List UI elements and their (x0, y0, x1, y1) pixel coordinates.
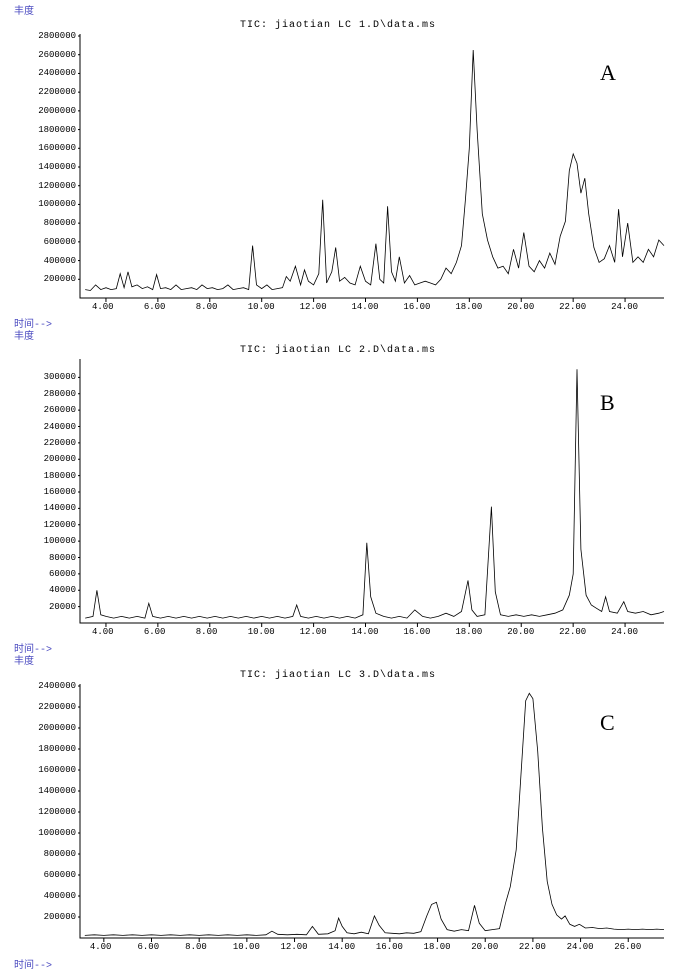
xtick-label: 4.00 (92, 302, 114, 312)
xtick-label: 16.00 (403, 302, 430, 312)
ytick-label: 220000 (44, 438, 76, 448)
xtick-label: 16.00 (376, 942, 403, 952)
ytick-label: 2600000 (38, 50, 76, 60)
xtick-label: 20.00 (471, 942, 498, 952)
xlabel-c: 时间--> (14, 956, 52, 972)
xtick-label: 16.00 (403, 627, 430, 637)
ytick-label: 800000 (44, 218, 76, 228)
ytick-label: 120000 (44, 520, 76, 530)
xtick-label: 22.00 (559, 302, 586, 312)
ytick-label: 1600000 (38, 765, 76, 775)
ylabel-c: 丰度 (14, 652, 34, 668)
xtick-label: 14.00 (328, 942, 355, 952)
ytick-label: 600000 (44, 237, 76, 247)
xtick-label: 4.00 (92, 627, 114, 637)
ytick-label: 1800000 (38, 125, 76, 135)
plot-b (78, 355, 666, 635)
ytick-label: 1800000 (38, 744, 76, 754)
ytick-label: 60000 (49, 569, 76, 579)
ytick-label: 2000000 (38, 106, 76, 116)
xtick-label: 20.00 (507, 302, 534, 312)
ytick-label: 1200000 (38, 807, 76, 817)
xtick-label: 22.00 (559, 627, 586, 637)
xtick-label: 10.00 (233, 942, 260, 952)
ytick-label: 2400000 (38, 681, 76, 691)
ytick-label: 800000 (44, 849, 76, 859)
ytick-label: 280000 (44, 389, 76, 399)
xtick-label: 4.00 (90, 942, 112, 952)
ytick-label: 1400000 (38, 162, 76, 172)
xtick-label: 20.00 (507, 627, 534, 637)
ytick-label: 260000 (44, 405, 76, 415)
ytick-label: 240000 (44, 422, 76, 432)
ytick-label: 1200000 (38, 181, 76, 191)
ytick-label: 40000 (49, 585, 76, 595)
xtick-label: 24.00 (611, 627, 638, 637)
xtick-label: 14.00 (352, 302, 379, 312)
xtick-label: 8.00 (185, 942, 207, 952)
ytick-label: 2200000 (38, 87, 76, 97)
ytick-label: 600000 (44, 870, 76, 880)
ytick-label: 2000000 (38, 723, 76, 733)
xtick-label: 10.00 (248, 627, 275, 637)
ytick-label: 1000000 (38, 828, 76, 838)
xtick-label: 18.00 (455, 302, 482, 312)
xtick-label: 10.00 (248, 302, 275, 312)
ytick-label: 140000 (44, 503, 76, 513)
xtick-label: 18.00 (424, 942, 451, 952)
xtick-label: 12.00 (300, 302, 327, 312)
xtick-label: 24.00 (611, 302, 638, 312)
ytick-label: 400000 (44, 256, 76, 266)
ytick-label: 200000 (44, 274, 76, 284)
ytick-label: 160000 (44, 487, 76, 497)
ytick-label: 200000 (44, 912, 76, 922)
xtick-label: 18.00 (455, 627, 482, 637)
xtick-label: 22.00 (519, 942, 546, 952)
xtick-label: 12.00 (300, 627, 327, 637)
xtick-label: 6.00 (138, 942, 160, 952)
xtick-label: 6.00 (144, 302, 166, 312)
plot-a (78, 30, 666, 310)
xtick-label: 8.00 (196, 627, 218, 637)
ytick-label: 100000 (44, 536, 76, 546)
xtick-label: 6.00 (144, 627, 166, 637)
ytick-label: 2400000 (38, 68, 76, 78)
ytick-label: 2800000 (38, 31, 76, 41)
xtick-label: 26.00 (614, 942, 641, 952)
plot-c (78, 680, 666, 950)
ytick-label: 2200000 (38, 702, 76, 712)
ylabel-a: 丰度 (14, 2, 34, 18)
ytick-label: 1600000 (38, 143, 76, 153)
ytick-label: 80000 (49, 553, 76, 563)
xtick-label: 12.00 (281, 942, 308, 952)
ytick-label: 1400000 (38, 786, 76, 796)
ytick-label: 200000 (44, 454, 76, 464)
xtick-label: 8.00 (196, 302, 218, 312)
ylabel-b: 丰度 (14, 327, 34, 343)
ytick-label: 180000 (44, 471, 76, 481)
ytick-label: 1000000 (38, 199, 76, 209)
xtick-label: 24.00 (567, 942, 594, 952)
ytick-label: 20000 (49, 602, 76, 612)
ytick-label: 300000 (44, 372, 76, 382)
ytick-label: 400000 (44, 891, 76, 901)
xtick-label: 14.00 (352, 627, 379, 637)
